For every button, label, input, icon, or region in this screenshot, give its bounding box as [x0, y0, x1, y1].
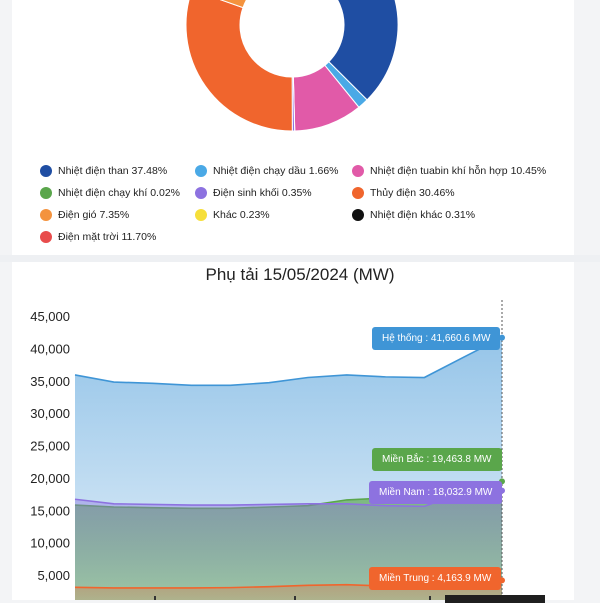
- legend-swatch: [40, 165, 52, 177]
- tooltip-1: Miền Bắc : 19,463.8 MW: [372, 448, 502, 471]
- legend-label: Nhiệt điện than 37.48%: [58, 165, 168, 177]
- legend-label: Nhiệt điện khác 0.31%: [370, 209, 476, 221]
- y-tick-label: 25,000: [30, 439, 70, 454]
- tooltip-3: Miền Trung : 4,163.9 MW: [369, 567, 502, 590]
- legend-label: Điện gió 7.35%: [58, 209, 130, 221]
- legend-swatch: [40, 187, 52, 199]
- card-separator: [0, 255, 600, 262]
- pie-slice-5[interactable]: [185, 0, 293, 132]
- y-tick-label: 30,000: [30, 406, 70, 421]
- legend-item-7[interactable]: Khác 0.23%: [195, 209, 270, 221]
- legend-swatch: [352, 209, 364, 221]
- legend-item-3[interactable]: Nhiệt điện chạy khí 0.02%: [40, 187, 180, 199]
- legend-label: Nhiệt điện chạy dầu 1.66%: [213, 165, 339, 177]
- hover-point-0: [499, 334, 505, 341]
- y-tick-label: 35,000: [30, 374, 70, 389]
- legend-item-4[interactable]: Điện sinh khối 0.35%: [195, 187, 312, 199]
- legend-swatch: [352, 187, 364, 199]
- legend-item-0[interactable]: Nhiệt điện than 37.48%: [40, 165, 167, 177]
- legend-label: Khác 0.23%: [213, 209, 270, 221]
- legend-label: Điện mặt trời 11.70%: [58, 231, 157, 243]
- legend-item-2[interactable]: Nhiệt điện tuabin khí hỗn hợp 10.45%: [352, 165, 546, 177]
- y-tick-label: 45,000: [30, 309, 70, 324]
- pie-slice-6[interactable]: [192, 0, 256, 9]
- y-tick-label: 10,000: [30, 536, 70, 551]
- legend-swatch: [40, 231, 52, 243]
- tooltip-2: Miền Nam : 18,032.9 MW: [369, 481, 503, 504]
- pie-slice-0[interactable]: [292, 0, 399, 101]
- legend-item-8[interactable]: Nhiệt điện khác 0.31%: [352, 209, 475, 221]
- y-tick-label: 15,000: [30, 503, 70, 518]
- legend-label: Nhiệt điện chạy khí 0.02%: [58, 187, 180, 199]
- legend-item-6[interactable]: Điện gió 7.35%: [40, 209, 129, 221]
- footer-dark-bar: [445, 595, 545, 603]
- legend-swatch: [352, 165, 364, 177]
- legend-label: Nhiệt điện tuabin khí hỗn hợp 10.45%: [370, 165, 547, 177]
- load-chart-title: Phụ tải 15/05/2024 (MW): [205, 265, 395, 284]
- legend-swatch: [195, 165, 207, 177]
- donut-chart: [185, 0, 399, 132]
- y-tick-label: 20,000: [30, 471, 70, 486]
- legend-item-1[interactable]: Nhiệt điện chạy dầu 1.66%: [195, 165, 339, 177]
- legend-swatch: [195, 209, 207, 221]
- legend-item-9[interactable]: Điện mặt trời 11.70%: [40, 231, 156, 243]
- series-line-0[interactable]: [74, 336, 503, 387]
- legend-item-5[interactable]: Thủy điện 30.46%: [352, 187, 455, 199]
- y-tick-label: 5,000: [37, 568, 70, 583]
- area-3: [75, 580, 502, 600]
- legend-swatch: [40, 209, 52, 221]
- legend-label: Thủy điện 30.46%: [370, 187, 455, 199]
- y-tick-label: 40,000: [30, 341, 70, 356]
- legend-label: Điện sinh khối 0.35%: [213, 187, 312, 199]
- legend-swatch: [195, 187, 207, 199]
- tooltip-0: Hệ thống : 41,660.6 MW: [372, 327, 501, 350]
